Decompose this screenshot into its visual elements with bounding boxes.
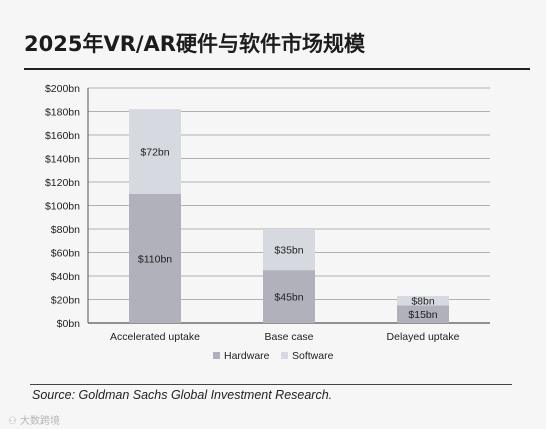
title-divider [24, 68, 530, 70]
brand-watermark: ⚇ 大数跨境 [8, 412, 60, 427]
y-tick-label: $60bn [51, 248, 80, 260]
y-tick-label: $100bn [45, 201, 80, 213]
brand-icon: ⚇ [8, 416, 17, 427]
bar-hardware [263, 270, 315, 323]
bar-software [129, 109, 181, 194]
data-label: $35bn [274, 245, 303, 257]
y-tick-label: $160bn [45, 130, 80, 142]
bar-hardware [397, 305, 449, 323]
data-label: $8bn [411, 296, 435, 308]
x-tick-label: Accelerated uptake [110, 331, 200, 343]
data-label: $110bn [138, 253, 172, 265]
x-tick-label: Delayed uptake [387, 331, 460, 343]
bar-hardware [129, 193, 181, 323]
y-tick-label: $200bn [45, 83, 80, 95]
data-label: $45bn [274, 292, 303, 304]
brand-label: 大数跨境 [19, 416, 60, 427]
stacked-bar-chart: $0bn $20bn $40bn $60bn $80bn $100bn $120bn $140… [45, 83, 490, 362]
legend-swatch [281, 352, 288, 359]
y-tick-label: $120bn [45, 177, 80, 189]
page-title: 2025年VR/AR硬件与软件市场规模 [24, 32, 365, 56]
data-label: $15bn [408, 309, 437, 321]
y-tick-label: $20bn [51, 295, 80, 307]
y-tick-label: $180bn [45, 107, 80, 119]
source-note: Source: Goldman Sachs Global Investment … [32, 388, 333, 402]
legend-label: Hardware [224, 350, 270, 362]
source-divider [30, 384, 512, 385]
y-tick-label: $0bn [57, 318, 81, 330]
x-tick-label: Base case [264, 331, 313, 343]
bar-software [263, 229, 315, 271]
y-tick-label: $40bn [51, 271, 80, 283]
y-tick-label: $140bn [45, 154, 80, 166]
legend-label: Software [292, 350, 334, 362]
bar-software [397, 295, 449, 306]
y-tick-label: $80bn [51, 224, 80, 236]
legend-swatch [213, 352, 220, 359]
data-label: $72bn [140, 146, 169, 158]
